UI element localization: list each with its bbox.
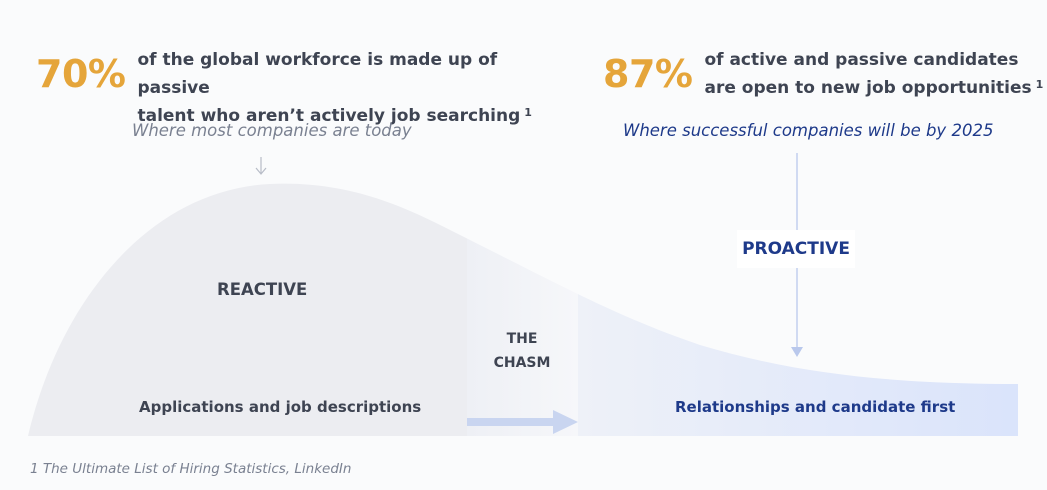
left-stat-line2-wrap: talent who aren’t actively job searching… (137, 102, 537, 130)
right-stat: 87% of active and passive candidates are… (603, 46, 1047, 102)
right-note: Where successful companies will be by 20… (623, 121, 994, 140)
left-stat-line1: of the global workforce is made up of pa… (137, 50, 498, 98)
chasm-label: THE CHASM (472, 327, 572, 375)
right-stat-footnote-ref: 1 (1035, 78, 1044, 91)
proactive-box: PROACTIVE (737, 230, 855, 268)
right-stat-line2-wrap: are open to new job opportunities 1 (704, 74, 1047, 102)
chasm-label-line2: CHASM (493, 355, 551, 371)
left-stat-text: of the global workforce is made up of pa… (137, 46, 537, 130)
proactive-caption: Relationships and candidate first (675, 398, 956, 416)
left-down-arrow (255, 157, 267, 175)
right-stat-line2: are open to new job opportunities (704, 78, 1032, 98)
reactive-label: REACTIVE (217, 280, 308, 299)
chasm-region (467, 183, 578, 436)
right-stat-text: of active and passive candidates are ope… (704, 46, 1047, 102)
chasm-label-line1: THE (506, 331, 538, 347)
right-stat-percent: 87% (603, 52, 693, 96)
reactive-caption: Applications and job descriptions (139, 398, 422, 416)
left-stat: 70% of the global workforce is made up o… (36, 46, 537, 130)
right-stat-line1: of active and passive candidates (704, 50, 1019, 70)
chasm-arrow (467, 410, 578, 434)
footnote: 1 The Ultimate List of Hiring Statistics… (30, 461, 352, 477)
left-note: Where most companies are today (132, 121, 412, 140)
left-stat-footnote-ref: 1 (524, 106, 532, 119)
proactive-label: PROACTIVE (742, 239, 850, 259)
left-stat-line2: talent who aren’t actively job searching (137, 106, 521, 126)
right-down-arrow (791, 153, 803, 357)
left-stat-percent: 70% (36, 52, 126, 96)
